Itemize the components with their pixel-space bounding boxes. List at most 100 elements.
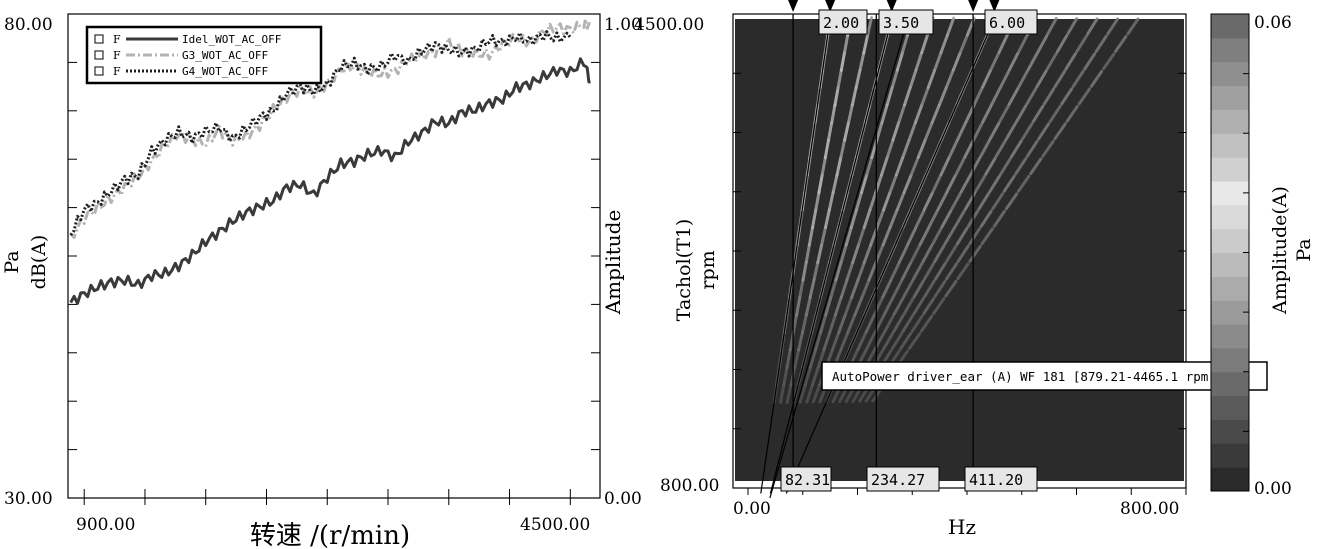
order-line: [760, 18, 831, 494]
heatmap-streak: [907, 121, 917, 142]
heatmap-streak: [968, 227, 982, 246]
heatmap-streak: [992, 209, 1006, 228]
colorbar-segment: [1211, 467, 1249, 492]
legend-marker: F: [113, 49, 121, 62]
heatmap-streak: [984, 157, 997, 176]
cursor-marker-icon[interactable]: [788, 0, 799, 12]
heatmap-streak: [956, 262, 970, 281]
hm-y-tick-label-top: 4500.00: [634, 15, 704, 35]
heatmap-streak: [831, 173, 839, 195]
heatmap-streak: [828, 313, 837, 334]
heatmap-streak: [881, 226, 892, 247]
heatmap-streak: [1008, 51, 1020, 71]
legend-label-g3: G3_WOT_AC_OFF: [182, 49, 268, 62]
heatmap-streak: [954, 156, 966, 176]
heatmap-streak: [837, 313, 847, 334]
heatmap-streak: [885, 138, 895, 159]
heatmap-streak: [933, 279, 947, 298]
heatmap-streak: [880, 156, 889, 177]
heatmap-streak: [834, 296, 843, 317]
heatmap-streak: [880, 103, 889, 124]
left-chart: F Idel_WOT_AC_OFF F G3_WOT_AC_OFF F G4_W…: [1, 13, 642, 549]
heatmap-streak: [888, 208, 899, 229]
heatmap-streak: [895, 51, 904, 72]
colorbar-segment: [1211, 252, 1249, 277]
heatmap-streak: [1031, 104, 1045, 123]
heatmap-streak: [1017, 69, 1029, 89]
heatmap-streak: [999, 69, 1011, 89]
heatmap-streak: [1035, 69, 1048, 89]
heatmap-streak: [901, 138, 911, 159]
y2-axis-label: Amplitude: [601, 210, 625, 316]
colorbar-segment: [1211, 109, 1249, 134]
heatmap-streak: [839, 51, 846, 72]
frequency-label-box[interactable]: [780, 466, 832, 492]
heatmap-streak: [939, 34, 949, 54]
heatmap-streak: [923, 121, 934, 142]
frequency-label: 234.27: [871, 471, 925, 489]
heatmap-streak: [793, 348, 801, 369]
heatmap-streak: [1025, 87, 1038, 106]
heatmap-streak: [981, 104, 993, 124]
y2-tick-label-top: 1.00: [604, 15, 642, 35]
heatmap-streak: [890, 68, 899, 90]
heatmap-streak: [902, 174, 913, 194]
heatmap-streak: [803, 366, 812, 387]
legend: F Idel_WOT_AC_OFF F G3_WOT_AC_OFF F G4_W…: [85, 25, 323, 85]
heatmap-streak: [959, 174, 972, 194]
heatmap-streak: [956, 121, 967, 141]
frequency-label-box[interactable]: [964, 466, 1038, 492]
colorbar-tick-label-top: 0.06: [1254, 13, 1292, 33]
colorbar-segment: [1211, 204, 1249, 230]
heatmap-streak: [835, 156, 843, 177]
heatmap-streak: [912, 297, 925, 316]
heatmap-streak: [866, 16, 873, 37]
colorbar: [1211, 13, 1249, 492]
cursor-marker-icon[interactable]: [825, 0, 836, 12]
heatmap-streak: [845, 261, 855, 282]
heatmap-streak: [791, 313, 799, 334]
heatmap-streak: [1077, 87, 1091, 106]
hm-x-tick-label-left: 0.00: [733, 499, 771, 519]
series-line-idel-wot-ac-off: [69, 57, 591, 305]
heatmap-streak: [930, 104, 941, 124]
heatmap-streak: [827, 191, 835, 212]
colorbar-segment: [1211, 419, 1249, 444]
heatmap-streak: [1007, 87, 1020, 106]
order-label-box[interactable]: [878, 9, 934, 35]
colorbar-segment: [1211, 395, 1249, 420]
heatmap-streak: [875, 208, 885, 229]
heatmap-streak: [958, 34, 969, 54]
heatmap-streak: [782, 365, 789, 387]
cursor-marker-icon[interactable]: [968, 0, 979, 12]
heatmap-streak: [926, 69, 936, 89]
cursor-marker-icon[interactable]: [989, 0, 1000, 12]
order-label-box[interactable]: [818, 9, 868, 35]
heatmap-streak: [979, 209, 993, 228]
order-label-box[interactable]: [984, 9, 1038, 35]
heatmap-streak: [843, 33, 850, 55]
heatmap-streak: [858, 51, 866, 72]
heatmap-streak: [785, 348, 792, 369]
heatmap-streak: [936, 191, 948, 211]
cursor-markers[interactable]: [788, 0, 1000, 12]
heatmap-streak: [943, 227, 956, 246]
legend-marker: F: [113, 65, 121, 78]
legend-entry: F Idel_WOT_AC_OFF: [94, 33, 281, 46]
heatmap-streak: [933, 51, 943, 72]
heatmap-streak: [811, 366, 820, 387]
legend-checkbox: [94, 66, 104, 76]
cursor-marker-icon[interactable]: [886, 0, 897, 12]
frequency-label-box[interactable]: [866, 466, 940, 492]
heatmap-streak: [969, 156, 981, 176]
heatmap-streak: [991, 192, 1005, 211]
heatmap-streak: [914, 51, 924, 72]
heatmap-streak: [846, 313, 857, 334]
heatmap-axis-ticks: [733, 13, 1187, 495]
heatmap-streak: [1037, 122, 1051, 141]
heatmap-streak: [933, 244, 946, 263]
heatmap-streak: [990, 86, 1002, 106]
colorbar-segment: [1211, 180, 1249, 206]
y-axis-units: Pa: [1, 250, 23, 273]
heatmap-streak: [1004, 122, 1017, 141]
